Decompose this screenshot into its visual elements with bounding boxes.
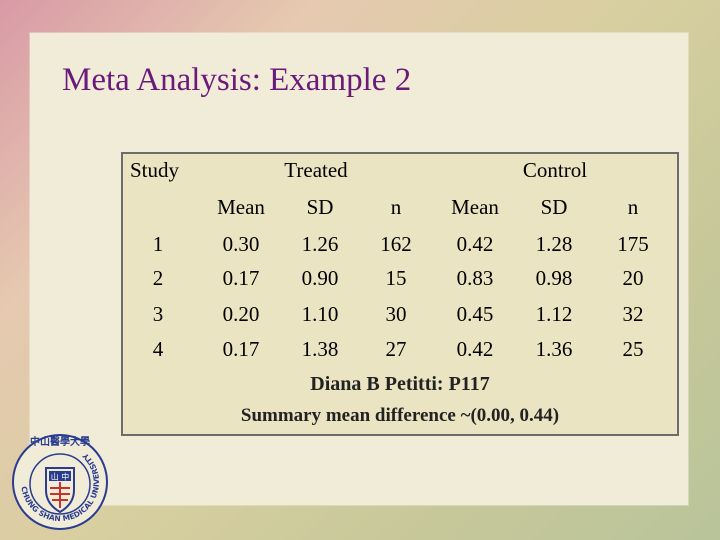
header-control: Control: [522, 158, 588, 182]
table-cell: 0.42: [456, 232, 494, 256]
data-table-frame: [121, 152, 679, 436]
table-cell: 4: [152, 337, 164, 361]
table-cell: 1.10: [301, 302, 339, 326]
table-cell: 1.38: [301, 337, 339, 361]
table-cell: 3: [152, 302, 164, 326]
table-cell: 162: [380, 232, 412, 256]
table-cell: 0.98: [535, 266, 573, 290]
table-cell: 1: [152, 232, 164, 256]
table-cell: 15: [385, 266, 407, 290]
table-cell: 0.20: [222, 302, 260, 326]
table-cell: 1.12: [535, 302, 573, 326]
table-cell: 0.30: [222, 232, 260, 256]
table-cell: 1.26: [301, 232, 339, 256]
subheader-treated-n: n: [390, 195, 402, 219]
table-cell: 175: [617, 232, 649, 256]
table-cell: 20: [622, 266, 644, 290]
subheader-control-mean: Mean: [451, 195, 499, 219]
table-cell: 25: [622, 337, 644, 361]
table-cell: 0.45: [456, 302, 494, 326]
slide-title: Meta Analysis: Example 2: [62, 62, 412, 98]
table-cell: 0.83: [456, 266, 494, 290]
table-cell: 0.17: [222, 337, 260, 361]
table-cell: 30: [385, 302, 407, 326]
table-cell: 0.17: [222, 266, 260, 290]
header-study: Study: [130, 158, 180, 182]
university-logo: CHUNG SHAN MEDICAL UNIVERSITY 中山醫學大學 山 中: [12, 434, 108, 530]
table-cell: 0.42: [456, 337, 494, 361]
table-cell: 27: [385, 337, 407, 361]
table-cell: 32: [622, 302, 644, 326]
subheader-control-n: n: [627, 195, 639, 219]
table-cell: 1.28: [535, 232, 573, 256]
citation-text: Diana B Petitti: P117: [310, 373, 490, 395]
summary-text: Summary mean difference ~(0.00, 0.44): [240, 405, 560, 426]
subheader-control-sd: SD: [540, 195, 568, 219]
svg-text:中山醫學大學: 中山醫學大學: [30, 435, 90, 448]
svg-text:山 中: 山 中: [51, 472, 70, 482]
table-cell: 1.36: [535, 337, 573, 361]
subheader-treated-sd: SD: [306, 195, 334, 219]
table-cell: 0.90: [301, 266, 339, 290]
subheader-treated-mean: Mean: [217, 195, 265, 219]
table-cell: 2: [152, 266, 164, 290]
header-treated: Treated: [284, 158, 348, 182]
